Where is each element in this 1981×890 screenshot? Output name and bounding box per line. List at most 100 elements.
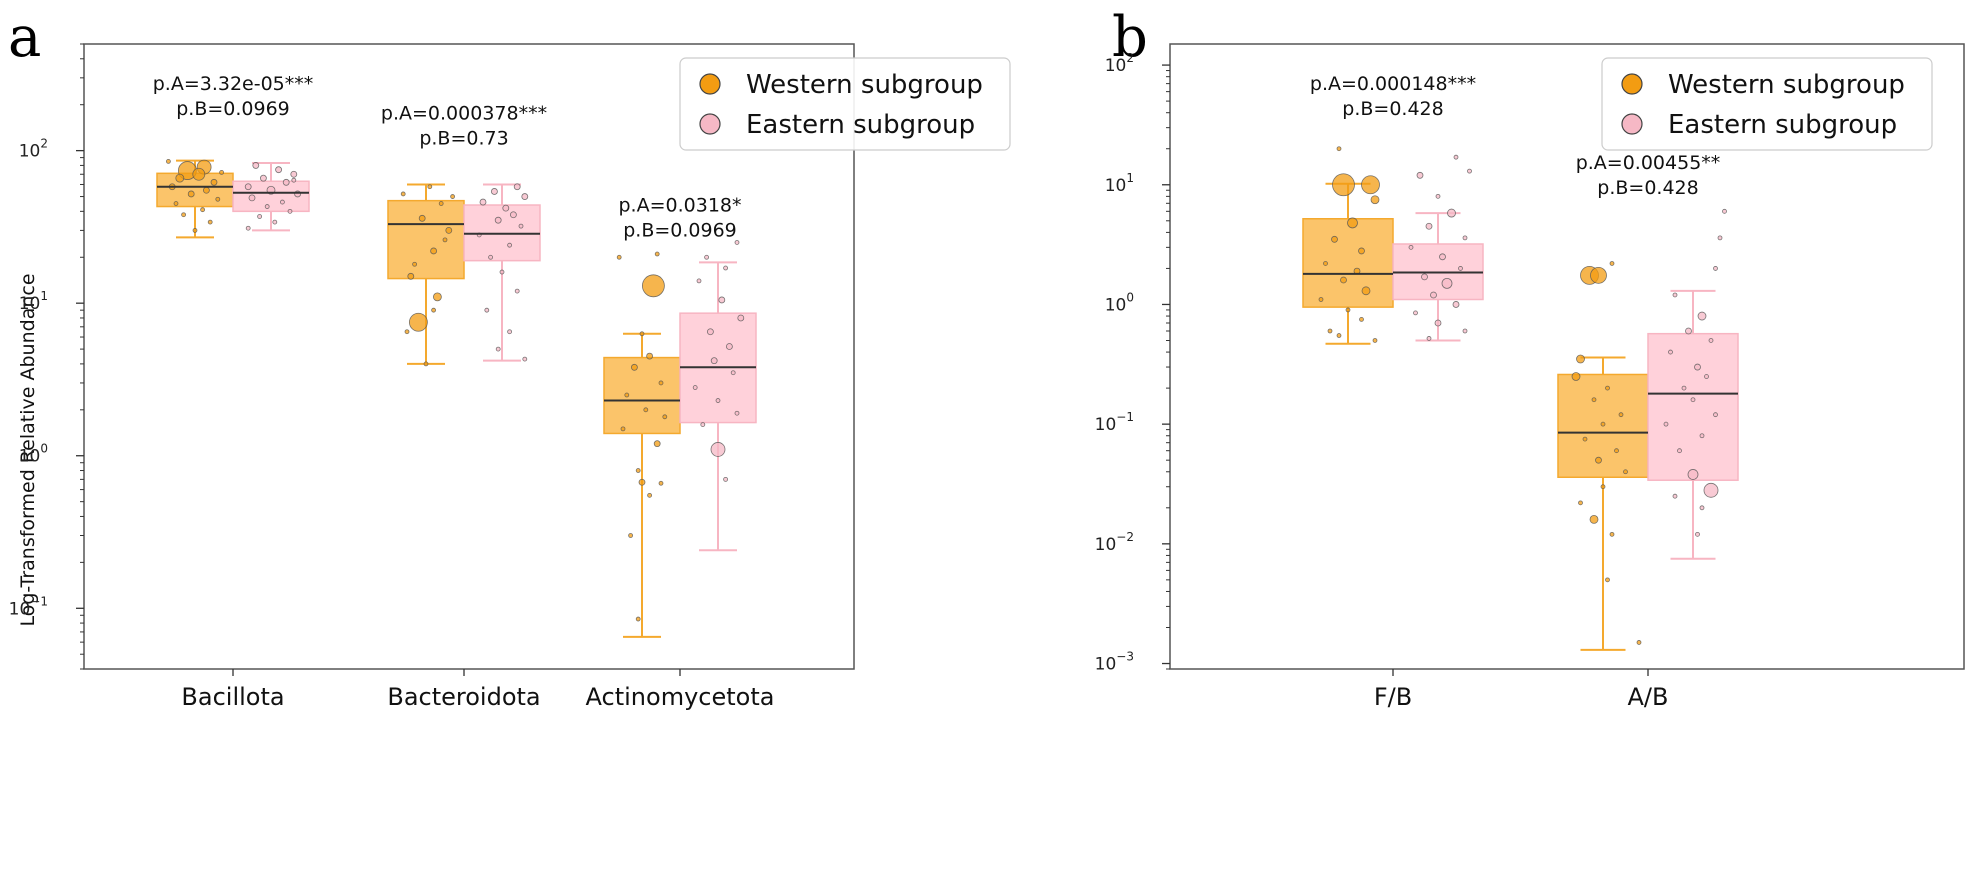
western-data-point	[445, 226, 453, 234]
western-data-point	[635, 468, 641, 473]
p-value-b: p.B=0.0969	[176, 98, 290, 120]
western-data-point	[1636, 640, 1642, 645]
western-data-point	[173, 201, 179, 206]
western-data-point	[1600, 421, 1606, 427]
eastern-data-point	[734, 240, 740, 245]
y-tick-base: 10	[19, 294, 41, 314]
western-data-point	[210, 178, 218, 186]
western-data-point	[1336, 146, 1342, 152]
y-tick-exponent: −2	[1116, 530, 1134, 544]
eastern-data-point	[291, 177, 297, 183]
western-data-point	[1336, 333, 1342, 338]
y-tick-exponent: 0	[1126, 290, 1134, 304]
western-data-point	[642, 274, 665, 298]
panel-a-ylabel: Log-Transformed Relative Abundance	[17, 273, 39, 626]
eastern-data-point	[1435, 193, 1441, 199]
western-data-point	[620, 426, 626, 432]
western-data-point	[1347, 217, 1358, 229]
western-data-point	[427, 184, 433, 190]
y-tick-label: 102	[1105, 51, 1134, 76]
western-data-point	[1340, 276, 1347, 284]
y-tick-exponent: 2	[1126, 51, 1134, 65]
legend-western-marker	[1621, 73, 1643, 95]
y-tick-base: 10	[1095, 535, 1117, 555]
western-data-point	[202, 186, 210, 194]
eastern-data-point	[1663, 421, 1669, 427]
legend-eastern-label: Eastern subgroup	[746, 110, 975, 140]
eastern-data-point	[1434, 319, 1442, 327]
eastern-data-point	[707, 328, 714, 336]
y-tick-exponent: 0	[40, 442, 48, 456]
y-tick-base: 10	[19, 447, 41, 467]
y-tick-base: 10	[1095, 415, 1117, 435]
legend-western-marker	[699, 73, 721, 95]
eastern-data-point	[290, 170, 298, 178]
western-data-point	[631, 363, 638, 371]
x-tick-label: Actinomycetota	[586, 683, 775, 711]
western-data-point	[1609, 261, 1615, 266]
western-data-point	[647, 492, 652, 498]
y-tick-label: 100	[1105, 290, 1134, 315]
eastern-data-point	[1672, 292, 1678, 298]
western-data-point	[1609, 531, 1615, 537]
eastern-data-point	[723, 265, 728, 271]
western-data-point	[1318, 297, 1324, 302]
eastern-data-point	[1722, 208, 1727, 214]
y-tick-label: 10−3	[1095, 650, 1134, 675]
eastern-data-point	[1699, 505, 1705, 511]
eastern-data-point	[1467, 168, 1472, 174]
eastern-data-point	[499, 269, 505, 275]
eastern-data-point	[726, 343, 733, 350]
eastern-data-point	[1426, 336, 1432, 341]
p-value-a: p.A=3.32e-05***	[153, 73, 314, 95]
western-data-point	[442, 237, 448, 243]
y-tick-base: 10	[1105, 295, 1127, 315]
eastern-data-point	[1672, 493, 1678, 499]
eastern-data-point	[1408, 244, 1414, 250]
western-data-point	[1571, 372, 1581, 381]
eastern-data-point	[710, 357, 718, 365]
eastern-data-point	[1413, 310, 1418, 316]
eastern-data-point	[507, 242, 513, 248]
eastern-data-point	[248, 194, 256, 202]
eastern-data-point	[1695, 531, 1700, 537]
eastern-data-point	[734, 410, 740, 416]
eastern-data-point	[1439, 253, 1446, 261]
western-data-point	[1590, 266, 1607, 284]
western-data-point	[165, 158, 171, 164]
western-data-point	[662, 414, 668, 420]
western-data-point	[412, 261, 418, 267]
y-tick-label: 102	[19, 137, 48, 162]
legend-western-label: Western subgroup	[746, 70, 983, 100]
legend-eastern-label: Eastern subgroup	[1668, 110, 1897, 140]
western-data-point	[1614, 448, 1619, 454]
eastern-data-point	[1458, 266, 1463, 271]
eastern-data-point	[692, 385, 698, 390]
eastern-data-point	[494, 216, 502, 224]
western-data-point	[1331, 235, 1338, 243]
eastern-data-point	[479, 198, 487, 206]
western-data-point	[1370, 195, 1380, 205]
eastern-data-point	[723, 476, 728, 482]
eastern-data-point	[259, 174, 267, 182]
eastern-data-point	[257, 214, 263, 219]
eastern-data-point	[1708, 338, 1714, 343]
p-value-a: p.A=0.0318*	[619, 194, 742, 216]
y-tick-label: 10−1	[9, 594, 48, 619]
western-box	[603, 356, 681, 435]
eastern-data-point	[502, 204, 510, 212]
western-data-point	[1623, 469, 1628, 475]
western-data-point	[638, 478, 646, 486]
eastern-data-point	[704, 254, 709, 260]
eastern-data-point	[1677, 448, 1682, 454]
western-data-point	[1595, 456, 1602, 464]
eastern-data-point	[1703, 482, 1719, 498]
eastern-data-point	[495, 346, 501, 352]
eastern-box	[1647, 332, 1739, 481]
western-data-point	[1332, 173, 1355, 197]
y-tick-label: 101	[19, 289, 48, 314]
p-value-b: p.B=0.0969	[623, 219, 737, 241]
eastern-data-point	[737, 314, 745, 322]
legend-eastern-marker	[699, 113, 721, 135]
western-data-point	[1582, 436, 1588, 442]
